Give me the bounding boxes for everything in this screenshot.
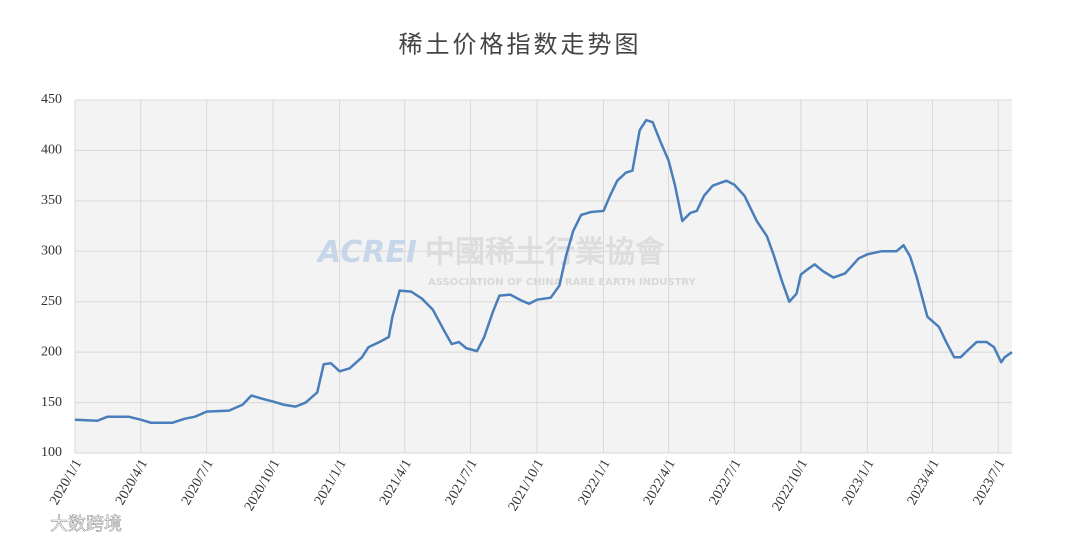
x-tick-label: 2023/4/1 [905, 457, 943, 508]
y-tick-label: 350 [41, 193, 62, 208]
x-tick-label: 2021/1/1 [312, 457, 350, 508]
x-tick-label: 2022/7/1 [707, 457, 745, 508]
x-tick-label: 2020/7/1 [179, 457, 217, 508]
watermark-logo: ACREI [316, 235, 417, 270]
y-tick-label: 150 [41, 395, 62, 410]
x-tick-label: 2023/1/1 [840, 457, 878, 508]
watermark-subtitle: ASSOCIATION OF CHINA RARE EARTH INDUSTRY [428, 277, 697, 288]
grid [74, 99, 1012, 454]
x-tick-label: 2021/10/1 [506, 457, 547, 514]
y-tick-label: 250 [41, 294, 62, 309]
watermark-name: 中國稀土行業協會 [425, 235, 666, 270]
y-tick-label: 400 [41, 143, 62, 158]
x-tick-label: 2021/7/1 [443, 457, 481, 508]
x-tick-label: 2020/4/1 [113, 457, 151, 508]
x-tick-label: 2022/4/1 [641, 457, 679, 508]
x-tick-label: 2020/1/1 [47, 457, 85, 508]
x-tick-label: 2022/10/1 [770, 457, 811, 514]
brand-mark: 大数跨境 [50, 514, 122, 535]
x-tick-label: 2020/10/1 [242, 457, 283, 514]
plot-area [75, 100, 1012, 453]
data-line [74, 118, 1013, 424]
y-tick-label: 100 [41, 445, 62, 460]
x-tick-label: 2023/7/1 [971, 457, 1009, 508]
y-tick-label: 300 [41, 244, 62, 259]
x-tick-label: 2021/4/1 [377, 457, 415, 508]
chart-title: 稀土价格指数走势图 [399, 32, 642, 59]
y-tick-label: 200 [41, 344, 62, 359]
x-tick-label: 2022/1/1 [576, 457, 614, 508]
y-tick-label: 450 [41, 92, 62, 107]
